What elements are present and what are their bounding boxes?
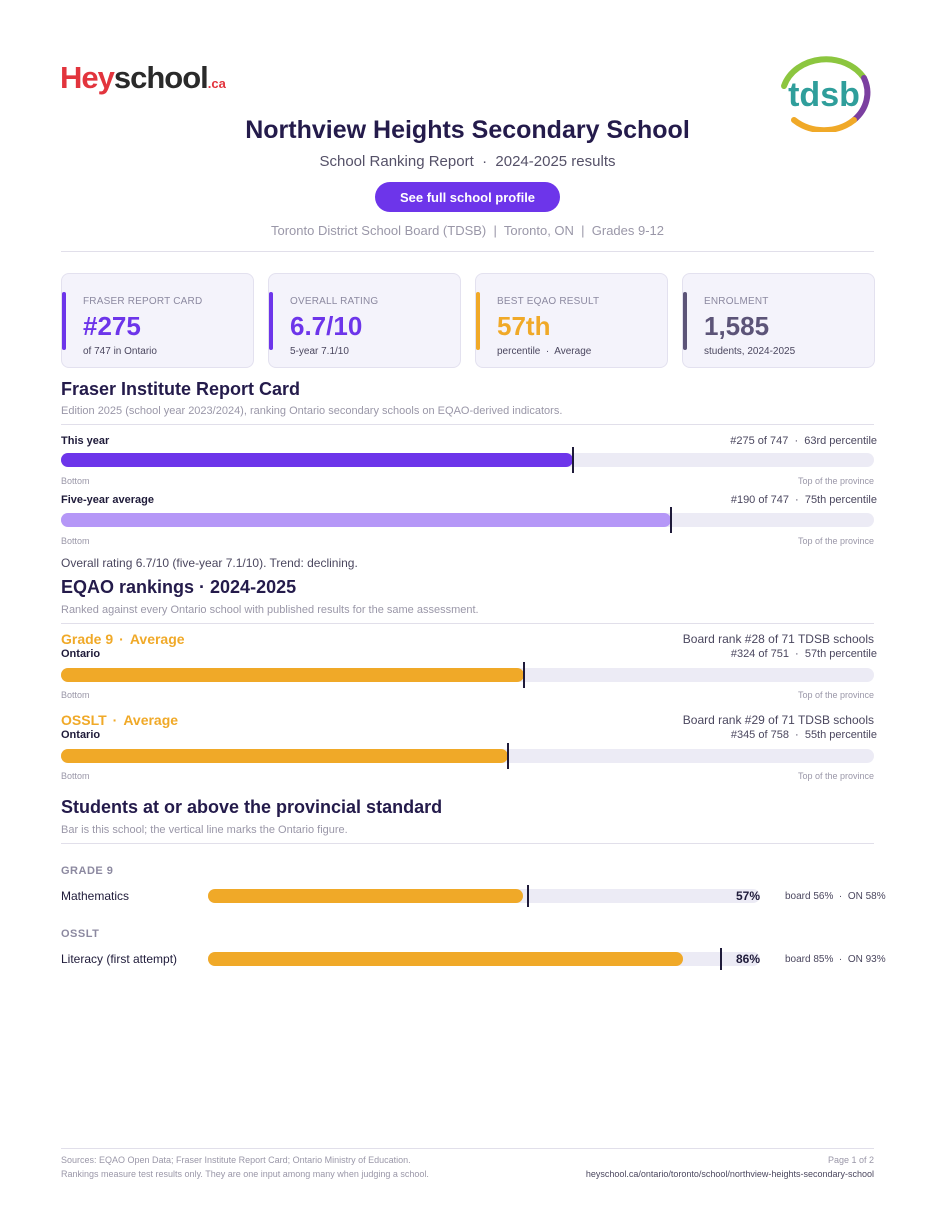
- eqao-grade9-heading: Grade 9 · Average: [61, 631, 185, 647]
- separator-dot: ·: [112, 712, 118, 728]
- percentile-fill: [61, 668, 525, 682]
- card-sub: students, 2024-2025: [704, 346, 796, 357]
- eqao-section-desc: Ranked against every Ontario school with…: [61, 604, 479, 616]
- card-accent: [62, 292, 66, 350]
- board-ontario-compare: board 85% · ON 93%: [785, 954, 886, 965]
- board-ontario-compare: board 56% · ON 58%: [785, 891, 886, 902]
- divider: [61, 843, 874, 844]
- ontario-marker: [720, 948, 723, 970]
- heyschool-logo: Heyschool.ca: [60, 60, 226, 95]
- footer-url-link[interactable]: heyschool.ca/ontario/toronto/school/nort…: [585, 1169, 874, 1179]
- eqao-grade9-scope: Ontario: [61, 648, 101, 660]
- card-best-eqao: BEST EQAO RESULT 57th percentile · Avera…: [475, 273, 668, 368]
- fraser-section-title: Fraser Institute Report Card: [61, 379, 301, 399]
- standard-section-title: Students at or above the provincial stan…: [61, 797, 443, 817]
- school-fill: [208, 952, 683, 966]
- fraser-five-year-bar: [61, 507, 874, 533]
- percentile-marker: [507, 743, 510, 769]
- axis-bottom-label: Bottom: [61, 536, 90, 546]
- card-label: FRASER REPORT CARD: [83, 296, 203, 307]
- footer-sources: Sources: EQAO Open Data; Fraser Institut…: [61, 1155, 411, 1165]
- card-overall-rating: OVERALL RATING 6.7/10 5-year 7.1/10: [268, 273, 461, 368]
- card-value: 57th: [497, 311, 551, 341]
- card-sub: 5-year 7.1/10: [290, 346, 349, 357]
- eqao-osslt-heading: OSSLT · Average: [61, 712, 178, 728]
- card-label: ENROLMENT: [704, 296, 769, 307]
- eqao-osslt-rank: #345 of 758 · 55th percentile: [730, 729, 877, 741]
- eqao-osslt-bar: [61, 743, 874, 769]
- eqao-section-title: EQAO rankings · 2024-2025: [61, 577, 297, 597]
- eqao-test-name: Grade 9: [61, 631, 114, 647]
- percentile-fill: [61, 513, 671, 527]
- card-value: 6.7/10: [290, 311, 363, 341]
- footer-divider: [61, 1148, 874, 1149]
- axis-top-label: Top of the province: [797, 771, 874, 781]
- fraser-five-year-label: Five-year average: [61, 494, 154, 506]
- eqao-grade9-board-rank: Board rank #28 of 71 TDSB schools: [682, 632, 874, 646]
- standard-section-desc: Bar is this school; the vertical line ma…: [61, 824, 348, 836]
- divider: [61, 623, 874, 624]
- subject-literacy: Literacy (first attempt): [61, 952, 178, 966]
- mathematics-bar: [208, 885, 760, 907]
- tdsb-logo-text: tdsb: [788, 76, 860, 114]
- axis-bottom-label: Bottom: [61, 690, 90, 700]
- school-meta: Toronto District School Board (TDSB) | T…: [270, 223, 665, 238]
- card-fraser-rank: FRASER REPORT CARD #275 of 747 in Ontari…: [61, 273, 254, 368]
- overall-rating-note: Overall rating 6.7/10 (five-year 7.1/10)…: [61, 556, 358, 570]
- ontario-marker: [527, 885, 530, 907]
- eqao-level: Average: [129, 631, 185, 647]
- eqao-grade9-rank: #324 of 751 · 57th percentile: [730, 648, 877, 660]
- fraser-five-year-rank: #190 of 747 · 75th percentile: [730, 494, 877, 506]
- percentile-marker: [572, 447, 575, 473]
- percentile-fill: [61, 749, 509, 763]
- school-fill: [208, 889, 523, 903]
- percentile-marker: [669, 507, 672, 533]
- fraser-this-year-label: This year: [61, 435, 110, 447]
- axis-top-label: Top of the province: [797, 476, 874, 486]
- footer-page-number: Page 1 of 2: [827, 1155, 874, 1165]
- eqao-osslt-scope: Ontario: [61, 729, 101, 741]
- school-percent: 57%: [735, 889, 760, 903]
- axis-top-label: Top of the province: [797, 690, 874, 700]
- divider: [61, 424, 874, 425]
- eqao-level: Average: [123, 712, 179, 728]
- eqao-grade9-bar: [61, 662, 874, 688]
- fraser-this-year-rank: #275 of 747 · 63rd percentile: [730, 435, 877, 447]
- fraser-this-year-bar: [61, 447, 874, 473]
- axis-top-label: Top of the province: [797, 536, 874, 546]
- divider: [61, 251, 874, 252]
- full-profile-button[interactable]: See full school profile: [375, 182, 560, 212]
- percentile-fill: [61, 453, 574, 467]
- axis-bottom-label: Bottom: [61, 771, 90, 781]
- school-percent: 86%: [735, 952, 760, 966]
- page-title: Northview Heights Secondary School: [245, 116, 690, 144]
- card-accent: [269, 292, 273, 350]
- card-sub: percentile · Average: [497, 346, 592, 357]
- eqao-test-name: OSSLT: [61, 712, 107, 728]
- group-grade9-label: GRADE 9: [61, 865, 114, 877]
- card-enrolment: ENROLMENT 1,585 students, 2024-2025: [682, 273, 875, 368]
- footer-disclaimer: Rankings measure test results only. They…: [61, 1169, 429, 1179]
- separator-dot: ·: [119, 631, 124, 647]
- card-label: BEST EQAO RESULT: [497, 296, 600, 307]
- eqao-osslt-board-rank: Board rank #29 of 71 TDSB schools: [682, 713, 874, 727]
- card-value: #275: [83, 311, 141, 341]
- report-subtitle: School Ranking Report · 2024-2025 result…: [319, 153, 616, 170]
- axis-bottom-label: Bottom: [61, 476, 90, 486]
- literacy-bar: [208, 948, 760, 970]
- tdsb-logo: tdsb: [781, 56, 871, 132]
- group-osslt-label: OSSLT: [61, 928, 100, 940]
- card-value: 1,585: [704, 311, 770, 341]
- card-accent: [683, 292, 687, 350]
- subject-mathematics: Mathematics: [61, 889, 130, 903]
- card-label: OVERALL RATING: [290, 296, 379, 307]
- percentile-marker: [523, 662, 526, 688]
- card-accent: [476, 292, 480, 350]
- card-sub: of 747 in Ontario: [83, 346, 157, 357]
- fraser-section-desc: Edition 2025 (school year 2023/2024), ra…: [61, 405, 563, 417]
